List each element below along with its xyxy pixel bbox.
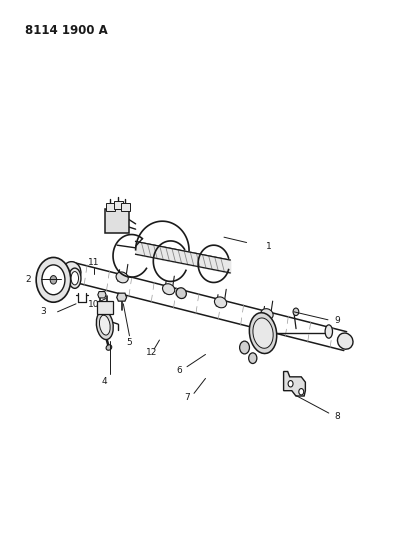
Text: 11: 11 xyxy=(88,258,99,266)
Ellipse shape xyxy=(106,345,112,350)
Ellipse shape xyxy=(176,288,186,298)
Circle shape xyxy=(293,308,299,316)
Text: 1: 1 xyxy=(266,242,272,251)
Circle shape xyxy=(249,353,257,364)
Ellipse shape xyxy=(69,268,81,288)
FancyBboxPatch shape xyxy=(114,201,123,209)
FancyBboxPatch shape xyxy=(105,209,129,233)
Ellipse shape xyxy=(116,272,128,283)
Circle shape xyxy=(50,276,57,284)
Text: 10: 10 xyxy=(88,301,99,309)
Ellipse shape xyxy=(337,333,353,349)
Circle shape xyxy=(288,381,293,387)
Polygon shape xyxy=(98,292,106,298)
Ellipse shape xyxy=(325,325,332,338)
FancyBboxPatch shape xyxy=(121,203,130,211)
FancyBboxPatch shape xyxy=(97,301,113,314)
Text: 12: 12 xyxy=(145,349,157,357)
Text: 9: 9 xyxy=(334,317,340,325)
Polygon shape xyxy=(117,293,127,301)
Ellipse shape xyxy=(162,284,175,295)
Text: 8114 1900 A: 8114 1900 A xyxy=(25,24,107,37)
Ellipse shape xyxy=(99,315,110,335)
Text: 7: 7 xyxy=(184,393,190,401)
Text: 6: 6 xyxy=(176,366,182,375)
Text: 2: 2 xyxy=(25,275,31,284)
Ellipse shape xyxy=(215,297,226,308)
FancyBboxPatch shape xyxy=(106,203,115,211)
Text: 8: 8 xyxy=(334,413,340,421)
Circle shape xyxy=(240,341,249,354)
Circle shape xyxy=(299,389,304,395)
Circle shape xyxy=(42,265,65,295)
Ellipse shape xyxy=(253,318,273,348)
Polygon shape xyxy=(284,372,305,396)
Circle shape xyxy=(36,257,71,302)
Text: 5: 5 xyxy=(127,338,132,346)
Ellipse shape xyxy=(96,311,113,340)
Ellipse shape xyxy=(261,309,273,320)
Ellipse shape xyxy=(71,271,79,285)
Ellipse shape xyxy=(249,313,277,353)
Ellipse shape xyxy=(63,262,81,282)
Text: 3: 3 xyxy=(40,308,46,316)
Text: 4: 4 xyxy=(102,377,108,385)
